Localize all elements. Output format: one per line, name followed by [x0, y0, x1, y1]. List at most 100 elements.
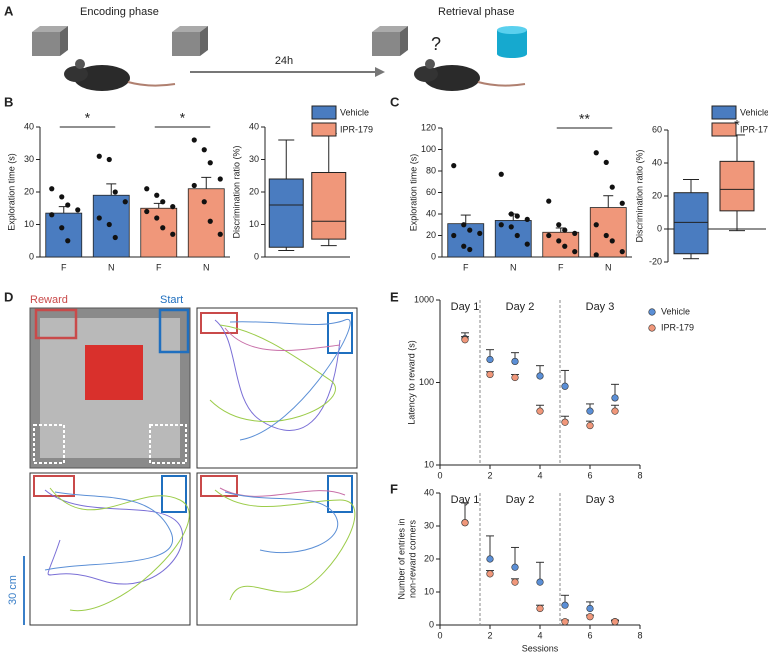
y-tick-label: 40 — [426, 208, 436, 218]
data-point — [508, 211, 514, 217]
day-label: Day 2 — [506, 494, 535, 506]
x-tick-label: N — [108, 262, 115, 272]
data-point — [160, 199, 166, 205]
data-point — [609, 238, 615, 244]
data-point — [160, 225, 166, 231]
x-tick-label: 0 — [437, 630, 442, 640]
data-point — [508, 224, 514, 230]
data-point — [611, 394, 619, 402]
x-tick-label: N — [605, 262, 612, 272]
data-point — [511, 563, 519, 571]
x-tick-label: 4 — [537, 470, 542, 480]
data-point — [498, 171, 504, 177]
data-point — [191, 182, 197, 189]
data-point — [451, 163, 457, 169]
y-tick-label: 40 — [249, 121, 259, 131]
data-point — [461, 336, 469, 344]
data-point — [217, 231, 223, 237]
data-point — [611, 618, 619, 626]
data-point — [201, 147, 207, 153]
data-point — [486, 555, 494, 563]
y-tick-label: 20 — [426, 230, 436, 240]
start-label: Start — [160, 294, 183, 306]
y-tick-label: 0 — [431, 251, 436, 261]
y-axis-label: Latency to reward (s) — [406, 340, 416, 425]
y-axis-label: Exploration time (s) — [408, 154, 418, 232]
data-point — [467, 227, 473, 233]
x-tick-label: 6 — [587, 630, 592, 640]
x-tick-label: 2 — [487, 470, 492, 480]
data-point — [207, 218, 213, 224]
y-tick-label: 120 — [421, 122, 436, 132]
data-point — [217, 176, 223, 182]
panel-label: F — [390, 481, 398, 496]
data-point — [572, 249, 578, 255]
legend-marker — [648, 308, 656, 316]
data-point — [603, 159, 609, 165]
y-axis-label: Exploration time (s) — [6, 153, 16, 231]
data-point — [611, 407, 619, 415]
data-point — [593, 150, 599, 156]
data-point — [467, 246, 473, 253]
y-tick-label: 40 — [424, 487, 434, 497]
day-label: Day 3 — [586, 494, 615, 506]
day-label: Day 2 — [506, 301, 535, 313]
y-tick-label: 10 — [424, 459, 434, 469]
y-tick-label: 10 — [249, 219, 259, 229]
significance-label: ** — [579, 111, 590, 127]
bar — [187, 188, 225, 258]
data-point — [511, 373, 519, 382]
legend-label: Vehicle — [740, 107, 768, 117]
data-point — [619, 249, 625, 255]
data-point — [536, 604, 544, 613]
y-tick-label: 0 — [657, 223, 662, 233]
x-tick-label: 8 — [637, 470, 642, 480]
data-point — [511, 578, 519, 586]
data-point — [619, 200, 625, 206]
data-point — [122, 199, 128, 205]
x-tick-label: 0 — [437, 470, 442, 480]
bar — [589, 207, 627, 258]
box — [673, 192, 709, 255]
data-point — [59, 225, 65, 231]
data-point — [154, 215, 160, 221]
data-point — [546, 232, 552, 239]
legend-label: IPR-179 — [661, 322, 694, 332]
y-tick-label: 30 — [424, 520, 434, 530]
box — [311, 172, 347, 240]
data-point — [609, 184, 615, 190]
legend-label: Vehicle — [661, 306, 690, 316]
y-tick-label: 40 — [652, 157, 662, 167]
x-tick-label: F — [61, 262, 67, 272]
legend-swatch — [311, 105, 337, 120]
data-point — [562, 227, 568, 233]
y-tick-label: 0 — [29, 251, 34, 261]
data-point — [201, 199, 207, 205]
y-tick-label: 20 — [24, 186, 34, 196]
bar — [45, 212, 83, 258]
y-tick-label: 0 — [254, 251, 259, 261]
data-point — [536, 407, 544, 415]
phase-label: Encoding phase — [80, 6, 159, 18]
question-mark: ? — [431, 34, 441, 54]
data-point — [486, 370, 494, 379]
x-axis-label: Sessions — [522, 643, 559, 653]
data-point — [477, 230, 483, 236]
y-tick-label: -20 — [649, 256, 662, 266]
data-point — [112, 234, 118, 241]
data-point — [75, 207, 81, 213]
legend-label: IPR-179 — [740, 124, 768, 134]
x-tick-label: 4 — [537, 630, 542, 640]
box — [719, 160, 755, 212]
y-tick-label: 30 — [249, 154, 259, 164]
data-point — [170, 231, 176, 237]
data-point — [486, 570, 494, 578]
y-tick-label: 20 — [249, 186, 259, 196]
data-point — [561, 618, 569, 626]
bar — [447, 223, 485, 258]
x-tick-label: 8 — [637, 630, 642, 640]
y-axis-label: Discrimination ratio (%) — [634, 149, 644, 242]
data-point — [524, 216, 530, 222]
data-point — [562, 243, 568, 249]
